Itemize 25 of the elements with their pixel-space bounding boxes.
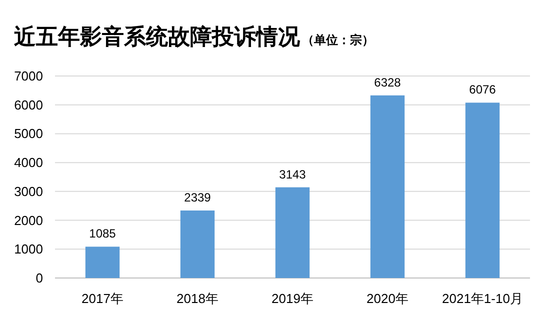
y-tick-label: 0 [36,270,43,286]
data-label: 3143 [279,167,306,182]
data-label: 1085 [89,226,116,241]
data-label: 6076 [469,82,496,97]
y-tick-label: 5000 [14,126,43,142]
bar [275,187,310,278]
y-tick-label: 3000 [14,184,43,199]
bar [465,102,500,278]
bar [85,246,120,278]
chart-subtitle: （单位：宗） [302,33,374,47]
y-tick-label: 2000 [14,212,43,228]
bar [370,95,405,278]
y-tick-label: 6000 [14,97,43,112]
x-tick-label: 2018年 [176,291,218,306]
y-tick-label: 4000 [14,155,43,170]
x-tick-label: 2019年 [272,291,314,306]
y-tick-label: 1000 [14,242,43,257]
chart-title: 近五年影音系统故障投诉情况 [13,24,301,49]
x-tick-label: 2017年 [82,291,124,306]
y-tick-label: 7000 [14,68,43,84]
data-label: 6328 [374,75,402,90]
x-tick-label: 2021年1-10月 [442,291,523,306]
data-label: 2339 [184,190,212,205]
x-tick-label: 2020年 [366,291,408,306]
bar [180,210,215,278]
